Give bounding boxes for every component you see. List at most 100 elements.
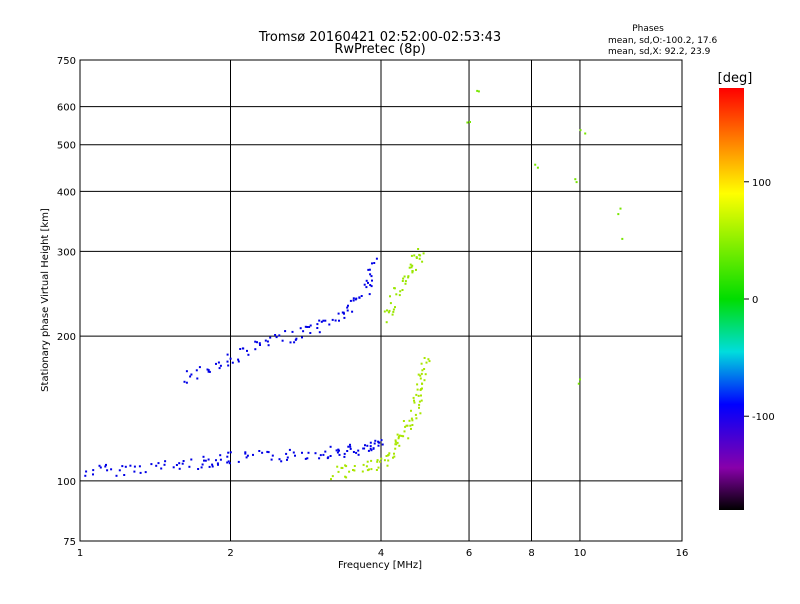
data-point	[392, 308, 395, 311]
data-point	[275, 336, 278, 339]
data-point	[336, 451, 339, 454]
data-point	[201, 463, 204, 466]
data-point	[421, 382, 424, 385]
data-point	[324, 319, 327, 322]
data-point	[395, 293, 398, 296]
data-point	[226, 360, 229, 363]
data-point	[306, 326, 309, 328]
data-point	[418, 257, 421, 260]
data-point	[404, 280, 407, 283]
data-point	[349, 299, 352, 302]
data-point	[365, 465, 368, 468]
data-point	[237, 360, 240, 363]
data-point	[266, 450, 269, 453]
data-point	[208, 465, 211, 468]
data-point	[343, 455, 346, 458]
data-point	[387, 311, 390, 314]
data-point	[392, 456, 394, 459]
data-point	[387, 454, 390, 456]
x-tick-label: 16	[676, 548, 689, 559]
data-point	[163, 463, 166, 466]
data-point	[189, 375, 192, 378]
x-tick-label: 8	[528, 548, 534, 559]
y-tick-label: 750	[57, 56, 76, 67]
data-point	[226, 461, 229, 464]
data-point	[402, 435, 405, 438]
data-point	[229, 357, 232, 360]
data-point	[402, 420, 405, 422]
data-point	[294, 338, 297, 341]
data-point	[389, 295, 391, 298]
data-point	[208, 370, 211, 373]
data-point	[244, 452, 247, 455]
data-point	[370, 459, 373, 462]
data-point	[421, 369, 424, 372]
data-point	[424, 373, 427, 376]
data-point	[619, 207, 622, 210]
data-point	[188, 465, 191, 468]
data-point	[353, 465, 356, 467]
data-point	[110, 468, 113, 471]
y-tick-label: 400	[57, 187, 76, 198]
data-point	[420, 362, 423, 365]
data-point	[341, 311, 344, 314]
data-point	[139, 471, 142, 474]
data-point	[413, 401, 416, 404]
data-point	[121, 465, 124, 468]
data-point	[318, 331, 321, 334]
data-point	[293, 341, 296, 344]
data-point	[357, 449, 360, 452]
data-point	[416, 383, 419, 386]
data-point	[427, 358, 430, 361]
data-point	[477, 90, 480, 93]
data-point	[217, 463, 219, 466]
data-point	[394, 440, 397, 443]
data-point	[246, 349, 248, 352]
data-point	[385, 321, 388, 324]
data-point	[318, 457, 321, 460]
data-point	[397, 435, 400, 438]
data-point	[150, 463, 153, 466]
data-point	[304, 325, 307, 328]
data-point	[368, 268, 371, 271]
data-point	[393, 455, 396, 458]
data-point	[398, 434, 401, 437]
data-point	[289, 341, 292, 344]
phases-x-line: mean, sd,X: 92.2, 23.9	[608, 47, 711, 57]
data-point	[302, 330, 305, 333]
data-point	[106, 469, 109, 472]
data-point	[185, 381, 188, 384]
data-point	[617, 213, 620, 216]
data-point	[358, 296, 361, 299]
data-point	[621, 237, 624, 240]
data-point	[417, 248, 420, 250]
data-point	[288, 448, 291, 451]
data-point	[368, 468, 370, 471]
data-point	[123, 474, 126, 476]
data-point	[258, 342, 261, 345]
data-point	[377, 440, 380, 443]
data-point	[401, 280, 404, 282]
data-point	[419, 389, 422, 391]
data-point	[349, 443, 351, 446]
data-point	[417, 394, 420, 397]
data-point	[316, 323, 319, 326]
data-point	[322, 319, 325, 322]
data-point	[183, 380, 186, 383]
data-point	[411, 424, 414, 426]
data-point	[366, 460, 369, 463]
data-point	[419, 377, 422, 380]
data-point	[370, 449, 373, 452]
data-point	[190, 373, 193, 376]
data-point	[267, 451, 270, 454]
y-tick-label: 500	[57, 141, 76, 152]
data-point	[264, 339, 267, 342]
data-point	[338, 453, 341, 456]
data-point	[99, 466, 102, 469]
data-point	[369, 447, 372, 450]
data-point	[411, 264, 414, 267]
data-point	[355, 451, 358, 454]
data-point	[336, 465, 339, 468]
data-point	[343, 312, 345, 315]
data-point	[476, 89, 479, 92]
